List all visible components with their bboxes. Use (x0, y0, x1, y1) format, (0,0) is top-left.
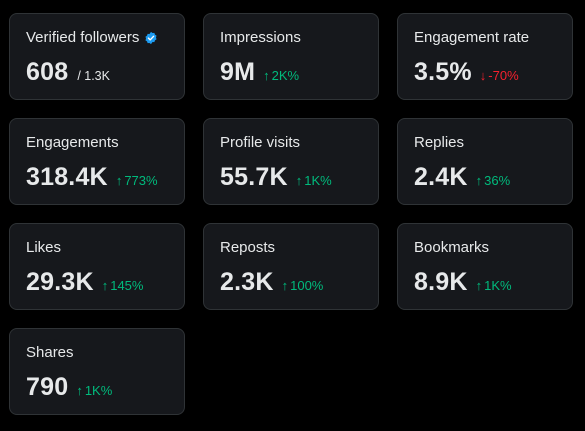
card-delta: ↑ 773% (116, 173, 158, 188)
card-value-row: 29.3K ↑ 145% (26, 268, 143, 297)
card-delta: ↑ 2K% (263, 68, 299, 83)
card-value: 29.3K (26, 268, 94, 296)
arrow-up-icon: ↑ (115, 173, 123, 188)
card-impressions[interactable]: Impressions 9M ↑ 2K% (203, 13, 379, 100)
card-value: 790 (26, 373, 69, 401)
card-label: Profile visits (220, 134, 301, 151)
card-label: Replies (414, 134, 465, 151)
arrow-up-icon: ↑ (101, 278, 109, 293)
card-label: Bookmarks (414, 239, 490, 256)
card-delta: ↓ -70% (480, 68, 519, 83)
card-label: Engagement rate (414, 29, 530, 46)
card-delta-value: 100% (290, 278, 324, 293)
card-label-wrap: Verified followers (26, 29, 158, 46)
card-reposts[interactable]: Reposts 2.3K ↑ 100% (203, 223, 379, 310)
card-value-row: 55.7K ↑ 1K% (220, 163, 332, 192)
card-delta: ↑ 1K% (296, 173, 332, 188)
arrow-up-icon: ↑ (281, 278, 289, 293)
card-replies[interactable]: Replies 2.4K ↑ 36% (397, 118, 573, 205)
card-value-row: 3.5% ↓ -70% (414, 58, 519, 87)
card-delta-value: 773% (124, 173, 158, 188)
card-engagement-rate[interactable]: Engagement rate 3.5% ↓ -70% (397, 13, 573, 100)
card-value-row: 2.4K ↑ 36% (414, 163, 510, 192)
card-value-row: 8.9K ↑ 1K% (414, 268, 512, 297)
card-delta-value: 1K% (84, 383, 113, 398)
card-label: Shares (26, 344, 74, 361)
arrow-up-icon: ↑ (475, 278, 483, 293)
card-delta-value: 1K% (484, 278, 512, 293)
card-delta-value: -70% (488, 68, 519, 83)
arrow-up-icon: ↑ (263, 68, 270, 83)
card-delta-value: 36% (484, 173, 511, 188)
card-delta: ↑ 36% (476, 173, 511, 188)
card-value: 2.3K (220, 268, 274, 296)
card-profile-visits[interactable]: Profile visits 55.7K ↑ 1K% (203, 118, 379, 205)
card-value: 2.4K (414, 163, 468, 191)
card-label: Likes (26, 239, 62, 256)
verified-badge-icon (145, 31, 157, 44)
card-value-row: 790 ↑ 1K% (26, 373, 112, 402)
card-bookmarks[interactable]: Bookmarks 8.9K ↑ 1K% (397, 223, 573, 310)
arrow-up-icon: ↑ (76, 383, 83, 398)
arrow-up-icon: ↑ (295, 173, 303, 188)
card-value-row: 318.4K ↑ 773% (26, 163, 158, 192)
card-label: Reposts (220, 239, 276, 256)
card-likes[interactable]: Likes 29.3K ↑ 145% (9, 223, 185, 310)
arrow-down-icon: ↓ (479, 68, 487, 83)
card-label: Verified followers (26, 29, 140, 46)
card-value: 318.4K (26, 163, 108, 191)
card-total: / 1.3K (77, 69, 110, 83)
card-delta: ↑ 1K% (76, 383, 112, 398)
card-value-row: 2.3K ↑ 100% (220, 268, 323, 297)
card-label: Impressions (220, 29, 301, 46)
card-verified-followers[interactable]: Verified followers 608 / 1.3K (9, 13, 185, 100)
card-engagements[interactable]: Engagements 318.4K ↑ 773% (9, 118, 185, 205)
card-value: 3.5% (414, 58, 472, 86)
card-delta: ↑ 1K% (476, 278, 512, 293)
card-label: Engagements (26, 134, 119, 151)
card-value-row: 9M ↑ 2K% (220, 58, 299, 87)
card-value: 608 (26, 58, 69, 86)
card-delta-value: 145% (110, 278, 144, 293)
card-value: 55.7K (220, 163, 288, 191)
card-value-row: 608 / 1.3K (26, 58, 110, 87)
card-delta-value: 1K% (304, 173, 332, 188)
card-delta-value: 2K% (271, 68, 300, 83)
card-value: 9M (220, 58, 256, 86)
card-shares[interactable]: Shares 790 ↑ 1K% (9, 328, 185, 415)
arrow-up-icon: ↑ (475, 173, 483, 188)
card-value: 8.9K (414, 268, 468, 296)
card-delta: ↑ 100% (282, 278, 324, 293)
card-delta: ↑ 145% (102, 278, 144, 293)
